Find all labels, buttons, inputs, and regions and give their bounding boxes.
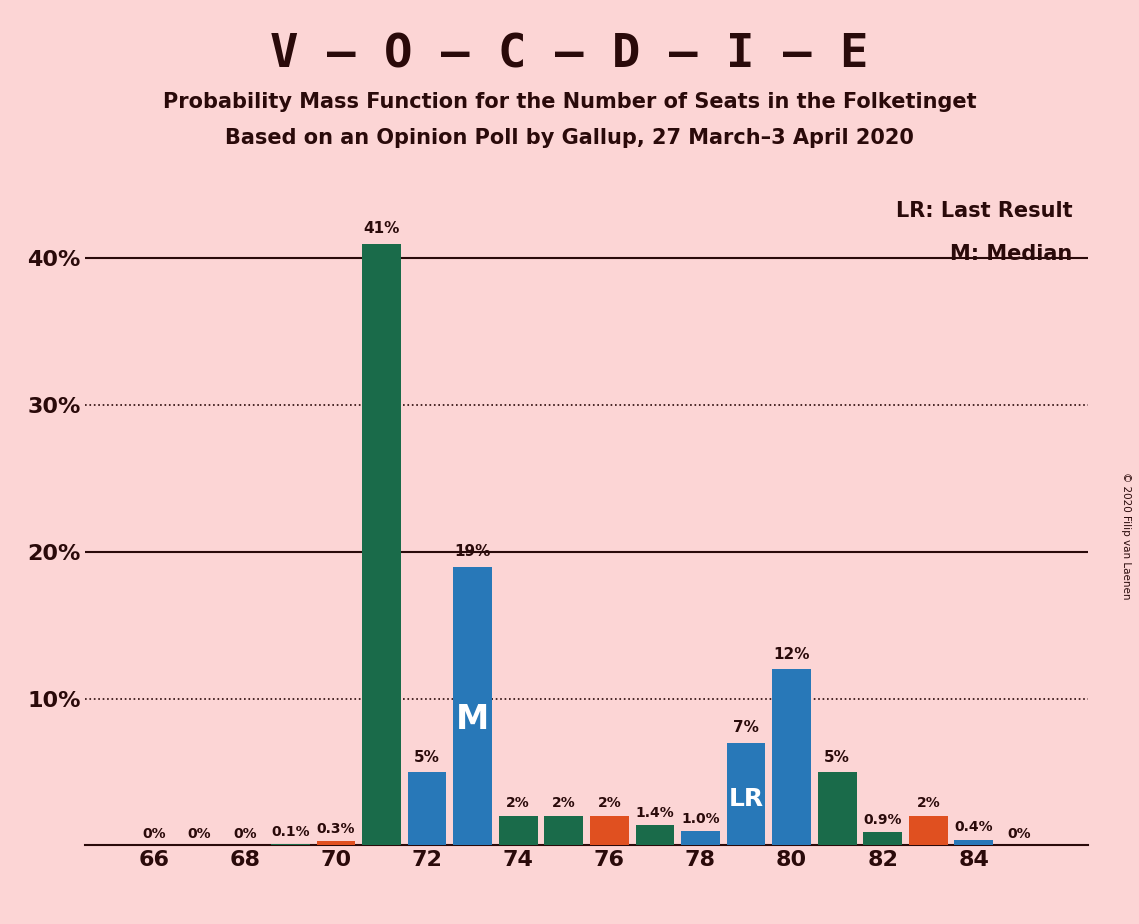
Bar xyxy=(909,816,948,845)
Bar xyxy=(727,743,765,845)
Text: 12%: 12% xyxy=(773,647,810,662)
Bar xyxy=(772,669,811,845)
Text: 0%: 0% xyxy=(188,827,211,841)
Bar xyxy=(590,816,629,845)
Text: 0%: 0% xyxy=(142,827,165,841)
Text: 0.1%: 0.1% xyxy=(271,825,310,839)
Text: V – O – C – D – I – E: V – O – C – D – I – E xyxy=(270,32,869,78)
Text: 0%: 0% xyxy=(233,827,256,841)
Text: 5%: 5% xyxy=(415,749,440,765)
Bar xyxy=(317,841,355,845)
Text: LR: LR xyxy=(729,787,763,811)
Text: 2%: 2% xyxy=(552,796,575,810)
Text: 2%: 2% xyxy=(917,796,940,810)
Text: © 2020 Filip van Laenen: © 2020 Filip van Laenen xyxy=(1121,472,1131,600)
Text: Probability Mass Function for the Number of Seats in the Folketinget: Probability Mass Function for the Number… xyxy=(163,92,976,113)
Text: 0.9%: 0.9% xyxy=(863,813,902,827)
Text: 41%: 41% xyxy=(363,221,400,237)
Text: LR: Last Result: LR: Last Result xyxy=(896,201,1073,222)
Text: 2%: 2% xyxy=(507,796,530,810)
Text: 0.3%: 0.3% xyxy=(317,822,355,836)
Text: 2%: 2% xyxy=(598,796,621,810)
Text: 0.4%: 0.4% xyxy=(954,821,993,834)
Text: 1.4%: 1.4% xyxy=(636,806,674,820)
Bar xyxy=(499,816,538,845)
Bar xyxy=(271,844,310,845)
Bar xyxy=(681,831,720,845)
Bar xyxy=(544,816,583,845)
Bar xyxy=(362,244,401,845)
Bar xyxy=(863,833,902,845)
Text: 19%: 19% xyxy=(454,544,491,559)
Text: Based on an Opinion Poll by Gallup, 27 March–3 April 2020: Based on an Opinion Poll by Gallup, 27 M… xyxy=(226,128,913,148)
Bar xyxy=(818,772,857,845)
Text: M: M xyxy=(456,703,490,736)
Bar xyxy=(453,566,492,845)
Bar xyxy=(954,840,993,845)
Bar xyxy=(408,772,446,845)
Text: M: Median: M: Median xyxy=(950,244,1073,264)
Text: 1.0%: 1.0% xyxy=(681,811,720,826)
Text: 0%: 0% xyxy=(1008,827,1031,841)
Text: 7%: 7% xyxy=(734,721,759,736)
Bar xyxy=(636,825,674,845)
Text: 5%: 5% xyxy=(825,749,850,765)
